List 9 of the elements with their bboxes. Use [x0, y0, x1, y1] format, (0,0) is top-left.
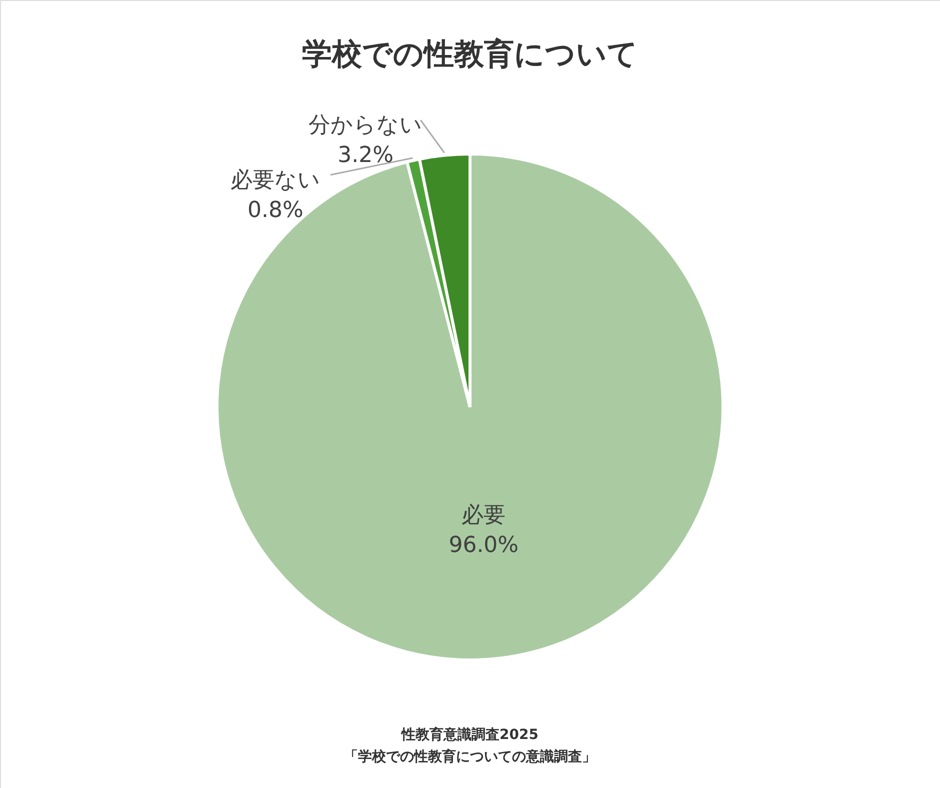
text: 「学校での性教育についての意識調査」: [344, 748, 596, 765]
data-label: 96.0%: [448, 532, 519, 558]
slice-label: 必要: [462, 502, 506, 528]
slice-label: 分からない: [308, 113, 423, 138]
data-label: 0.8%: [247, 198, 304, 223]
text: 性教育意識調査2025: [400, 726, 538, 743]
chart-title: 学校での性教育について: [302, 37, 638, 72]
slice-label: 必要ない: [230, 168, 320, 193]
data-label: 3.2%: [338, 143, 394, 168]
